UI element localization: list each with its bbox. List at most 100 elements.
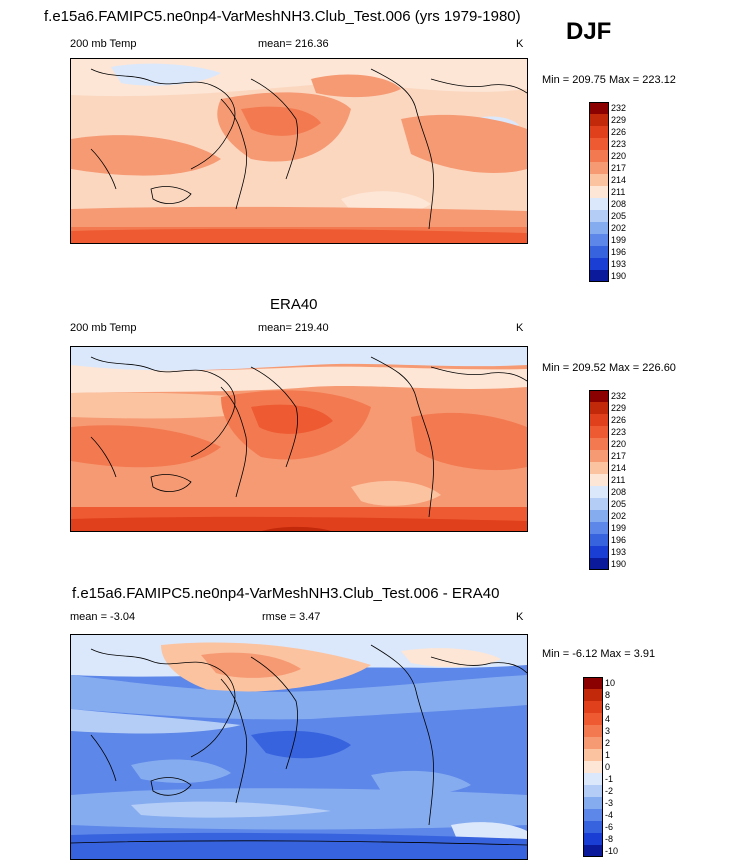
- panel-1-contour-field: [71, 59, 527, 243]
- panel-1-colorbar-swatch: [589, 258, 609, 270]
- panel-2-colorbar-tick-label: 223: [611, 427, 627, 437]
- panel-3-colorbar-tick-label: -10: [605, 846, 619, 856]
- panel-2-colorbar-tick-label: 196: [611, 535, 627, 545]
- panel-3-colorbar-tick-label: -2: [605, 786, 614, 796]
- panel-3-colorbar-tick-label: 6: [605, 702, 611, 712]
- panel-1-colorbar-tick-label: 223: [611, 139, 627, 149]
- panel-1-variable-label: 200 mb Temp: [70, 38, 137, 50]
- panel-2-colorbar-tick-label: 202: [611, 511, 627, 521]
- panel-2-variable-label: 200 mb Temp: [70, 322, 137, 334]
- panel-3-colorbar-tick-label: 0: [605, 762, 611, 772]
- panel-3-colorbar-tick-label: 2: [605, 738, 611, 748]
- panel-1-colorbar-swatch: [589, 222, 609, 234]
- panel-3-units: K: [516, 611, 524, 623]
- panel-1-title: f.e15a6.FAMIPC5.ne0np4-VarMeshNH3.Club_T…: [44, 8, 521, 25]
- panel-3-colorbar-swatch: [583, 797, 603, 809]
- panel-2-colorbar-swatch: [589, 438, 609, 450]
- panel-1-colorbar-tick-label: 205: [611, 211, 627, 221]
- panel-3-colorbar-swatch: [583, 809, 603, 821]
- panel-1-colorbar-tick-label: 208: [611, 199, 627, 209]
- panel-2-colorbar-tick-label: 208: [611, 487, 627, 497]
- panel-1-colorbar-swatch: [589, 162, 609, 174]
- panel-3-colorbar-swatch: [583, 737, 603, 749]
- panel-3-colorbar-swatch: [583, 821, 603, 833]
- panel-1-colorbar-tick-label: 199: [611, 235, 627, 245]
- panel-1-colorbar-swatch: [589, 198, 609, 210]
- panel-2-colorbar-swatch: [589, 390, 609, 402]
- panel-2-colorbar-tick-label: 211: [611, 475, 626, 485]
- panel-3-colorbar-tick-label: 8: [605, 690, 611, 700]
- panel-2-colorbar-swatch: [589, 534, 609, 546]
- panel-3-colorbar: 10 8 6 4 3 2 1 0 -1 -2 -3 -4 -6 -8 -10: [583, 677, 643, 857]
- panel-3-colorbar-tick-label: 10: [605, 678, 616, 688]
- panel-1-colorbar-tick-label: 193: [611, 259, 627, 269]
- panel-2-title: ERA40: [270, 296, 318, 313]
- panel-3-colorbar-tick-label: -1: [605, 774, 614, 784]
- panel-2-colorbar-swatch: [589, 474, 609, 486]
- panel-1-min-max: Min = 209.75 Max = 223.12: [542, 74, 676, 86]
- panel-3-colorbar-swatch: [583, 701, 603, 713]
- panel-1-colorbar-swatch: [589, 174, 609, 186]
- panel-1-colorbar-tick-label: 211: [611, 187, 626, 197]
- panel-1-colorbar-swatch: [589, 270, 609, 282]
- panel-3-map: [70, 634, 528, 860]
- panel-3-colorbar-tick-label: 3: [605, 726, 611, 736]
- panel-3-min-max: Min = -6.12 Max = 3.91: [542, 648, 656, 660]
- panel-3-colorbar-swatch: [583, 677, 603, 689]
- panel-1-colorbar-swatch: [589, 234, 609, 246]
- panel-1-colorbar-swatch: [589, 150, 609, 162]
- panel-3-colorbar-swatch: [583, 749, 603, 761]
- panel-2-colorbar-swatch: [589, 546, 609, 558]
- panel-2-colorbar-tick-label: 205: [611, 499, 627, 509]
- panel-3-mean-label: mean = -3.04: [70, 611, 136, 623]
- panel-1-colorbar-swatch: [589, 114, 609, 126]
- panel-1-colorbar-swatch: [589, 126, 609, 138]
- panel-3-title: f.e15a6.FAMIPC5.ne0np4-VarMeshNH3.Club_T…: [72, 585, 500, 602]
- panel-2-colorbar-tick-label: 214: [611, 463, 627, 473]
- panel-2-colorbar-swatch: [589, 450, 609, 462]
- panel-1-map: [70, 58, 528, 244]
- panel-2-colorbar-tick-label: 190: [611, 559, 627, 569]
- panel-2-colorbar-swatch: [589, 498, 609, 510]
- panel-1-colorbar-swatch: [589, 102, 609, 114]
- panel-2-map: [70, 346, 528, 532]
- panel-1-colorbar: 232 229 226 223 220 217 214 211 208 205 202 199 196 1…: [589, 102, 649, 282]
- panel-3-colorbar-swatch: [583, 773, 603, 785]
- panel-1-colorbar-tick-label: 229: [611, 115, 627, 125]
- panel-1-colorbar-tick-label: 196: [611, 247, 627, 257]
- panel-2-colorbar-swatch: [589, 558, 609, 570]
- panel-3-colorbar-tick-label: -6: [605, 822, 614, 832]
- panel-2-units: K: [516, 322, 524, 334]
- panel-2-colorbar-tick-label: 226: [611, 415, 627, 425]
- panel-1-units: K: [516, 38, 524, 50]
- panel-1-colorbar-tick-label: 220: [611, 151, 627, 161]
- season-label: DJF: [566, 18, 612, 45]
- panel-3-colorbar-swatch: [583, 689, 603, 701]
- panel-2-min-max: Min = 209.52 Max = 226.60: [542, 362, 676, 374]
- panel-1-mean-label: mean= 216.36: [258, 38, 329, 50]
- panel-1-colorbar-tick-label: 214: [611, 175, 627, 185]
- panel-3-colorbar-swatch: [583, 761, 603, 773]
- panel-3-colorbar-tick-label: -8: [605, 834, 614, 844]
- panel-1-colorbar-tick-label: 190: [611, 271, 627, 281]
- panel-2-colorbar-tick-label: 232: [611, 391, 627, 401]
- panel-2-colorbar-tick-label: 199: [611, 523, 627, 533]
- panel-3-colorbar-swatch: [583, 725, 603, 737]
- panel-1-colorbar-tick-label: 202: [611, 223, 627, 233]
- panel-2-colorbar-swatch: [589, 426, 609, 438]
- panel-2-colorbar-swatch: [589, 486, 609, 498]
- panel-1-colorbar-swatch: [589, 210, 609, 222]
- panel-3-colorbar-swatch: [583, 833, 603, 845]
- panel-1-colorbar-tick-label: 217: [611, 163, 627, 173]
- panel-3-contour-field: [71, 635, 527, 859]
- panel-2-contour-field: [71, 347, 527, 531]
- panel-1-colorbar-swatch: [589, 186, 609, 198]
- panel-2-colorbar-swatch: [589, 462, 609, 474]
- panel-3-colorbar-swatch: [583, 785, 603, 797]
- panel-3-colorbar-swatch: [583, 845, 603, 857]
- panel-1-colorbar-tick-label: 226: [611, 127, 627, 137]
- panel-2-colorbar-swatch: [589, 522, 609, 534]
- panel-2-colorbar-swatch: [589, 510, 609, 522]
- panel-2-colorbar: 232 229 226 223 220 217 214 211 208 205 202 199 196 1…: [589, 390, 649, 570]
- panel-2-colorbar-swatch: [589, 414, 609, 426]
